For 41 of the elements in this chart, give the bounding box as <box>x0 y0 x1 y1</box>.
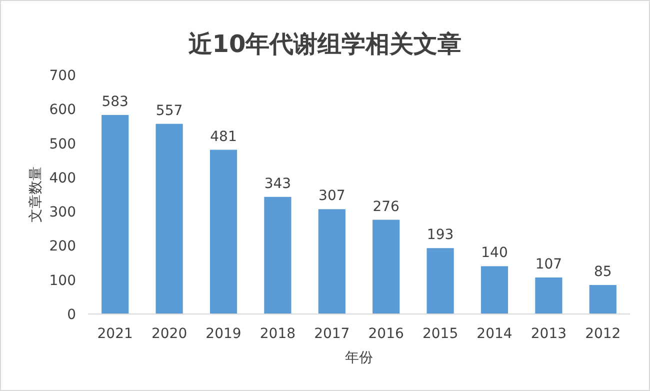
data-label: 481 <box>210 128 237 145</box>
x-tick-label: 2014 <box>476 326 512 342</box>
bar <box>156 124 183 314</box>
bar <box>589 284 616 314</box>
x-axis-title: 年份 <box>345 350 373 366</box>
data-label: 276 <box>372 198 400 215</box>
x-tick-label: 2016 <box>368 326 404 342</box>
data-label: 85 <box>594 264 612 280</box>
x-tick-label: 2012 <box>585 326 621 342</box>
bar <box>372 220 400 314</box>
y-tick-label: 200 <box>49 238 76 255</box>
y-tick-label: 0 <box>67 307 76 323</box>
y-axis-title: 文章数量 <box>28 166 44 222</box>
data-label: 343 <box>264 176 292 192</box>
x-tick-label: 2017 <box>314 326 350 342</box>
data-label: 583 <box>102 94 128 110</box>
x-tick-label: 2018 <box>260 326 296 342</box>
y-tick-label: 600 <box>49 102 76 118</box>
x-tick-label: 2021 <box>97 326 133 342</box>
x-tick-label: 2013 <box>530 326 567 342</box>
y-tick-label: 500 <box>49 136 76 152</box>
bar <box>210 150 238 314</box>
x-tick-label: 2020 <box>151 326 188 342</box>
bar <box>318 209 346 314</box>
x-tick-label: 2019 <box>206 326 242 342</box>
bar <box>264 196 292 314</box>
y-tick-label: 300 <box>49 204 76 221</box>
data-label: 557 <box>156 102 183 119</box>
data-label: 307 <box>318 188 346 204</box>
x-tick-label: 2015 <box>422 326 458 342</box>
bar <box>426 248 454 314</box>
y-tick-label: 700 <box>49 68 76 84</box>
y-tick-label: 100 <box>49 272 76 289</box>
bar <box>102 114 129 314</box>
data-label: 193 <box>426 227 454 244</box>
data-label: 107 <box>535 256 562 272</box>
data-label: 140 <box>481 245 508 262</box>
bar <box>480 266 508 314</box>
y-tick-label: 400 <box>49 170 76 186</box>
chart-title: 近10年代谢组学相关文章 <box>188 30 462 58</box>
bar <box>535 277 562 314</box>
